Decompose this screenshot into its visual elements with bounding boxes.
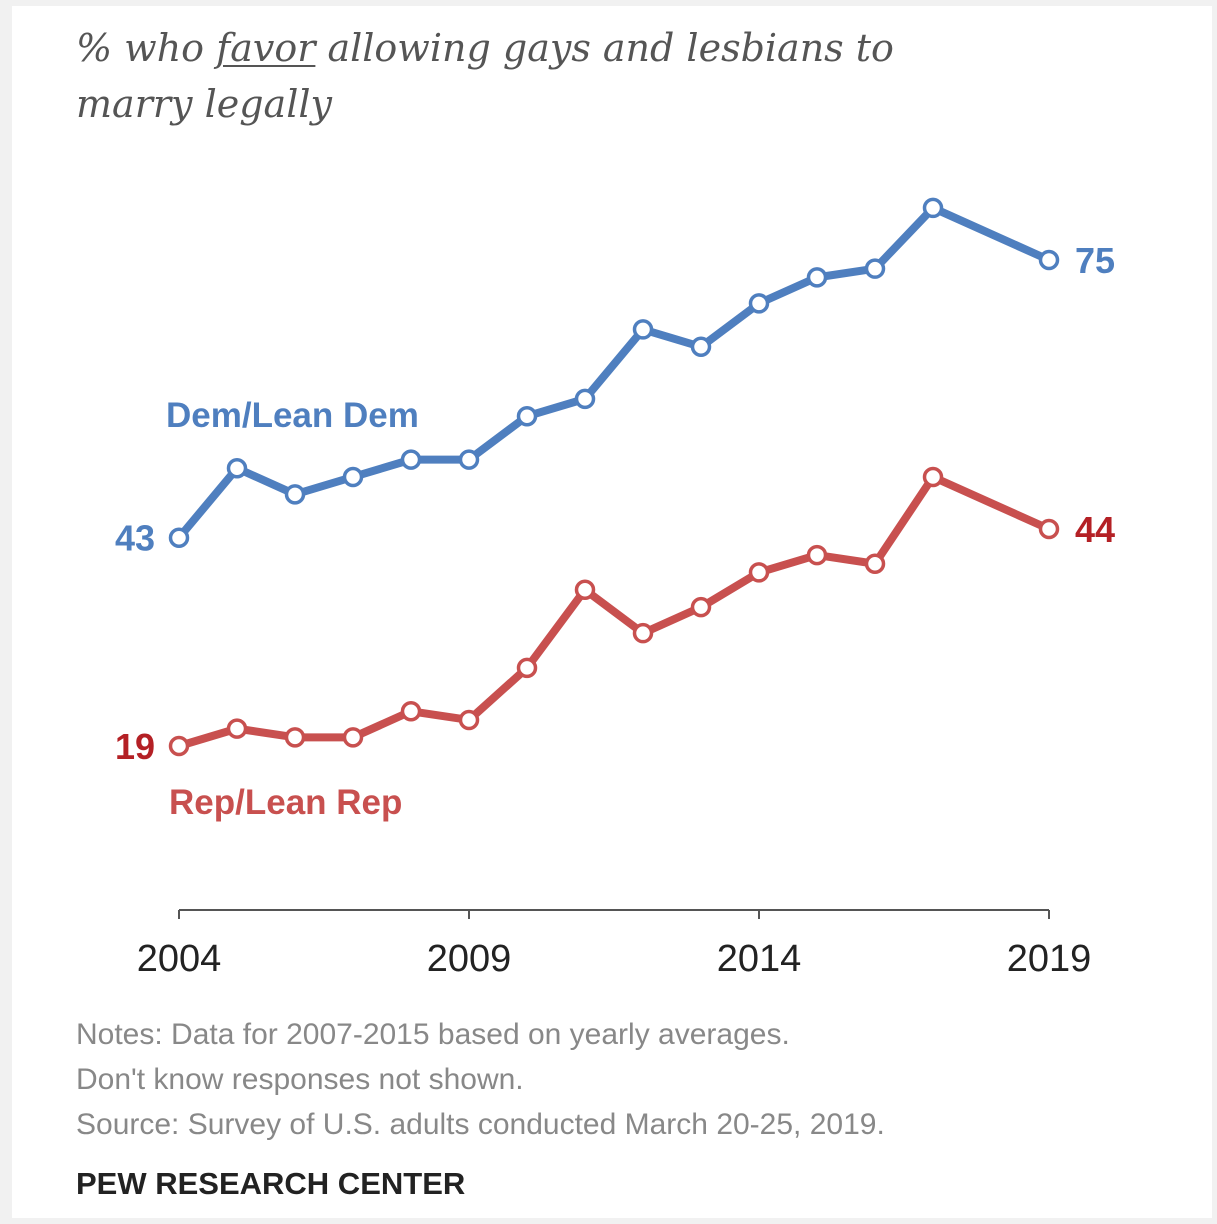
data-point <box>864 258 886 279</box>
x-tick-label: 2004 <box>137 938 222 980</box>
note-line: Notes: Data for 2007-2015 based on yearl… <box>76 1018 790 1051</box>
x-tick-label: 2014 <box>717 938 802 980</box>
data-point <box>1038 518 1060 540</box>
series-name-label: Rep/Lean Rep <box>169 783 402 822</box>
data-point <box>458 709 480 731</box>
data-point <box>516 405 538 427</box>
note-line: Don't know responses not shown. <box>76 1063 524 1096</box>
data-point <box>226 718 248 739</box>
title-prefix: % who <box>76 26 217 70</box>
title-suffix: allowing gays and lesbians to marry lega… <box>76 26 894 126</box>
data-point <box>168 735 190 757</box>
data-point <box>574 579 596 601</box>
data-point <box>748 562 770 583</box>
end-value-label: 44 <box>1075 509 1115 550</box>
start-value-label: 43 <box>115 518 155 559</box>
data-point <box>806 267 828 288</box>
data-point <box>748 293 770 314</box>
data-point <box>922 466 944 488</box>
chart-card: % who favor allowing gays and lesbians t… <box>12 6 1212 1218</box>
data-point <box>516 657 538 679</box>
x-tick-label: 2009 <box>427 938 512 980</box>
data-point <box>284 484 306 505</box>
series-line <box>175 472 1053 750</box>
data-point <box>922 197 944 219</box>
x-tick-label: 2019 <box>1007 938 1092 980</box>
data-point <box>864 553 886 574</box>
end-value-label: 75 <box>1075 240 1115 281</box>
note-line: Source: Survey of U.S. adults conducted … <box>76 1108 885 1141</box>
series-line <box>175 203 1053 542</box>
source-brand: PEW RESEARCH CENTER <box>76 1166 466 1201</box>
data-point <box>400 701 422 722</box>
data-point <box>806 544 828 566</box>
data-point <box>342 466 364 488</box>
data-point <box>632 622 654 644</box>
series-group: 43 75 Dem/Lean Dem <box>115 197 1115 559</box>
chart-title: % who favor allowing gays and lesbians t… <box>76 20 976 132</box>
data-point <box>342 727 364 748</box>
data-point <box>632 319 654 340</box>
data-point <box>574 388 596 410</box>
line-chart: 2004 2009 2014 2019 43 75 Dem/Lean Dem 19 44 Rep/… <box>115 197 1115 980</box>
data-point <box>690 336 712 358</box>
data-point <box>690 596 712 618</box>
data-point <box>458 449 480 470</box>
data-point <box>284 727 306 748</box>
chart-notes: Notes: Data for 2007-2015 based on yearl… <box>76 1012 1176 1147</box>
data-point <box>226 458 248 479</box>
data-point <box>400 449 422 470</box>
data-point <box>1038 249 1060 271</box>
data-point <box>168 527 190 548</box>
series-name-label: Dem/Lean Dem <box>166 396 419 435</box>
start-value-label: 19 <box>115 726 155 767</box>
series-group: 19 44 Rep/Lean Rep <box>115 466 1115 822</box>
title-emphasis: favor <box>216 26 316 70</box>
